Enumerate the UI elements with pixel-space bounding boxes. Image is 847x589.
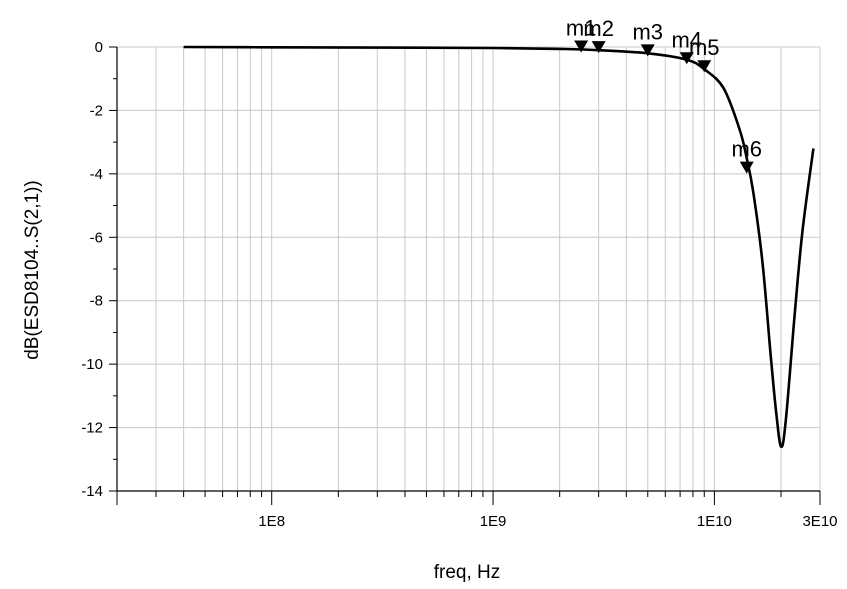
grid-layer (117, 46, 821, 492)
marker-triangle (679, 52, 694, 65)
marker-triangle (574, 40, 589, 53)
y-tick-label: 0 (95, 39, 103, 56)
x-axis-title: freq, Hz (434, 562, 501, 583)
y-tick-label: -2 (90, 102, 103, 119)
x-tick-label: 1E8 (258, 513, 285, 530)
marker-triangle (739, 161, 754, 174)
y-tick-label: -10 (81, 356, 103, 373)
marker-label: m2 (583, 16, 614, 41)
x-tick-label: 1E9 (480, 513, 507, 530)
series-layer (183, 45, 815, 449)
y-tick-label: -4 (90, 166, 103, 183)
y-tick-label: -12 (81, 420, 103, 437)
series-line (183, 45, 815, 449)
marker-label: m4 (671, 27, 702, 52)
marker-label: m1 (566, 16, 597, 41)
y-tick-label: -6 (90, 229, 103, 246)
x-tick-label: 1E10 (697, 513, 732, 530)
x-tick-label: 3E10 (802, 513, 837, 530)
marker-triangle (640, 44, 655, 57)
axis-layer: 0 -2 -4 -6 -8 -10 -12 -14 1E8 1E9 1E10 3E10 (81, 39, 837, 530)
marker-label: m6 (731, 137, 762, 162)
marker-label: m3 (632, 19, 663, 44)
marker-triangle (697, 60, 712, 73)
y-axis-title: dB(ESD8104..S(2,1)) (22, 180, 43, 360)
y-tick-label: -14 (81, 483, 103, 500)
marker-triangle (591, 41, 606, 54)
y-tick-label: -8 (90, 293, 103, 310)
marker-label: m5 (689, 35, 720, 60)
